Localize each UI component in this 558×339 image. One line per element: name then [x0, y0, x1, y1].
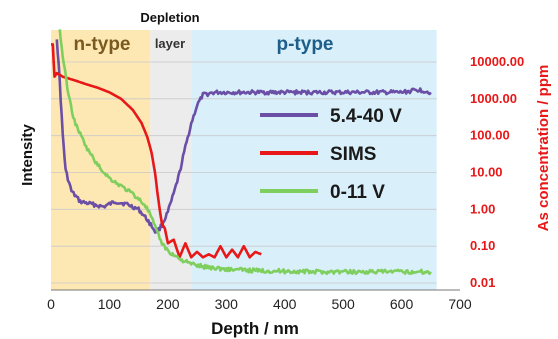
- right-tick-label: 1000.00: [470, 91, 517, 106]
- shaded-regions: [51, 30, 437, 290]
- legend: 5.4-40 V SIMS 0-11 V: [260, 106, 402, 203]
- region-label-depletion: Depletion: [140, 10, 199, 25]
- left-axis-label: Intensity: [19, 124, 36, 186]
- right-tick-label: 10.00: [470, 165, 503, 180]
- right-tick-label: 0.10: [470, 238, 495, 253]
- right-tick-label: 10000.00: [470, 54, 524, 69]
- series-line-5-4-40-v: [55, 39, 432, 234]
- x-axis-label: Depth / nm: [211, 319, 299, 338]
- series-layer: [50, 29, 432, 276]
- x-axis-ticks: 0 100 200 300 400 500 600 700: [47, 296, 472, 312]
- x-tick-label: 300: [215, 296, 239, 312]
- series-line-0-11-v: [58, 29, 432, 276]
- right-tick-label: 0.01: [470, 275, 495, 290]
- right-axis-ticks: 10000.00 1000.00 100.00 10.00 1.00 0.10 0.01: [470, 54, 524, 290]
- right-axis-label: As concentration / ppm: [535, 65, 552, 232]
- legend-label: 5.4-40 V: [330, 106, 402, 127]
- legend-label: 0-11 V: [330, 182, 385, 203]
- x-tick-label: 500: [331, 296, 355, 312]
- region-n-type: [51, 30, 151, 290]
- series-line-sims: [50, 43, 262, 259]
- region-labels: n-type Depletion layer p-type: [74, 10, 334, 55]
- x-tick-label: 0: [47, 296, 55, 312]
- region-label-n-type: n-type: [74, 34, 131, 55]
- right-tick-label: 100.00: [470, 128, 510, 143]
- x-tick-label: 400: [273, 296, 297, 312]
- region-label-layer: layer: [155, 36, 185, 51]
- right-tick-label: 1.00: [470, 201, 495, 216]
- region-p-type: [191, 30, 437, 290]
- x-tick-label: 600: [390, 296, 414, 312]
- x-tick-label: 100: [98, 296, 122, 312]
- region-label-p-type: p-type: [277, 34, 334, 55]
- x-tick-label: 700: [448, 296, 472, 312]
- region-depletion: [150, 30, 192, 290]
- x-tick-label: 200: [156, 296, 180, 312]
- legend-label: SIMS: [330, 144, 376, 165]
